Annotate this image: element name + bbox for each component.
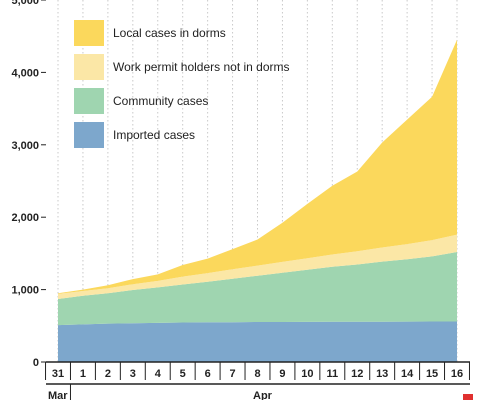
x-tick-label: 16 [451,368,463,380]
legend-label: Community cases [113,94,208,108]
x-tick-label: 1 [80,368,86,380]
month-label: Apr [253,390,273,400]
area-series-2 [58,234,457,299]
month-label: Mar [48,390,68,400]
y-tick-label: 0 [33,357,39,369]
x-tick-label: 6 [205,368,211,380]
x-tick-label: 7 [230,368,236,380]
y-tick-label: 5,000 [11,0,39,7]
x-tick-label: 8 [254,368,260,380]
legend-label: Work permit holders not in dorms [113,60,290,74]
legend-label: Imported cases [113,128,195,142]
y-tick-label: 3,000 [11,140,39,152]
x-tick-label: 15 [426,368,438,380]
area-series-1 [58,252,457,326]
legend-swatch [74,122,104,148]
corner-marker-icon [463,394,473,400]
x-tick-label: 13 [376,368,388,380]
series-areas [58,39,457,362]
legend-swatch [74,88,104,114]
legend-swatch [74,54,104,80]
x-tick-label: 3 [130,368,136,380]
x-tick-label: 14 [401,368,414,380]
legend-label: Local cases in dorms [113,26,226,40]
x-tick-label: 2 [105,368,111,380]
area-series-3 [58,39,457,294]
x-tick-label: 4 [155,368,162,380]
y-tick-label: 2,000 [11,212,39,224]
y-tick-label: 1,000 [11,285,39,297]
x-tick-label: 9 [279,368,285,380]
x-tick-label: 12 [351,368,363,380]
legend-swatch [74,20,104,46]
x-tick-label: 31 [52,368,64,380]
x-tick-label: 11 [326,368,338,380]
x-tick-label: 10 [301,368,313,380]
x-tick-label: 5 [180,368,186,380]
legend: Local cases in dorms Work permit holders … [74,20,290,148]
area-series-0 [58,321,457,362]
y-tick-label: 4,000 [11,67,39,79]
